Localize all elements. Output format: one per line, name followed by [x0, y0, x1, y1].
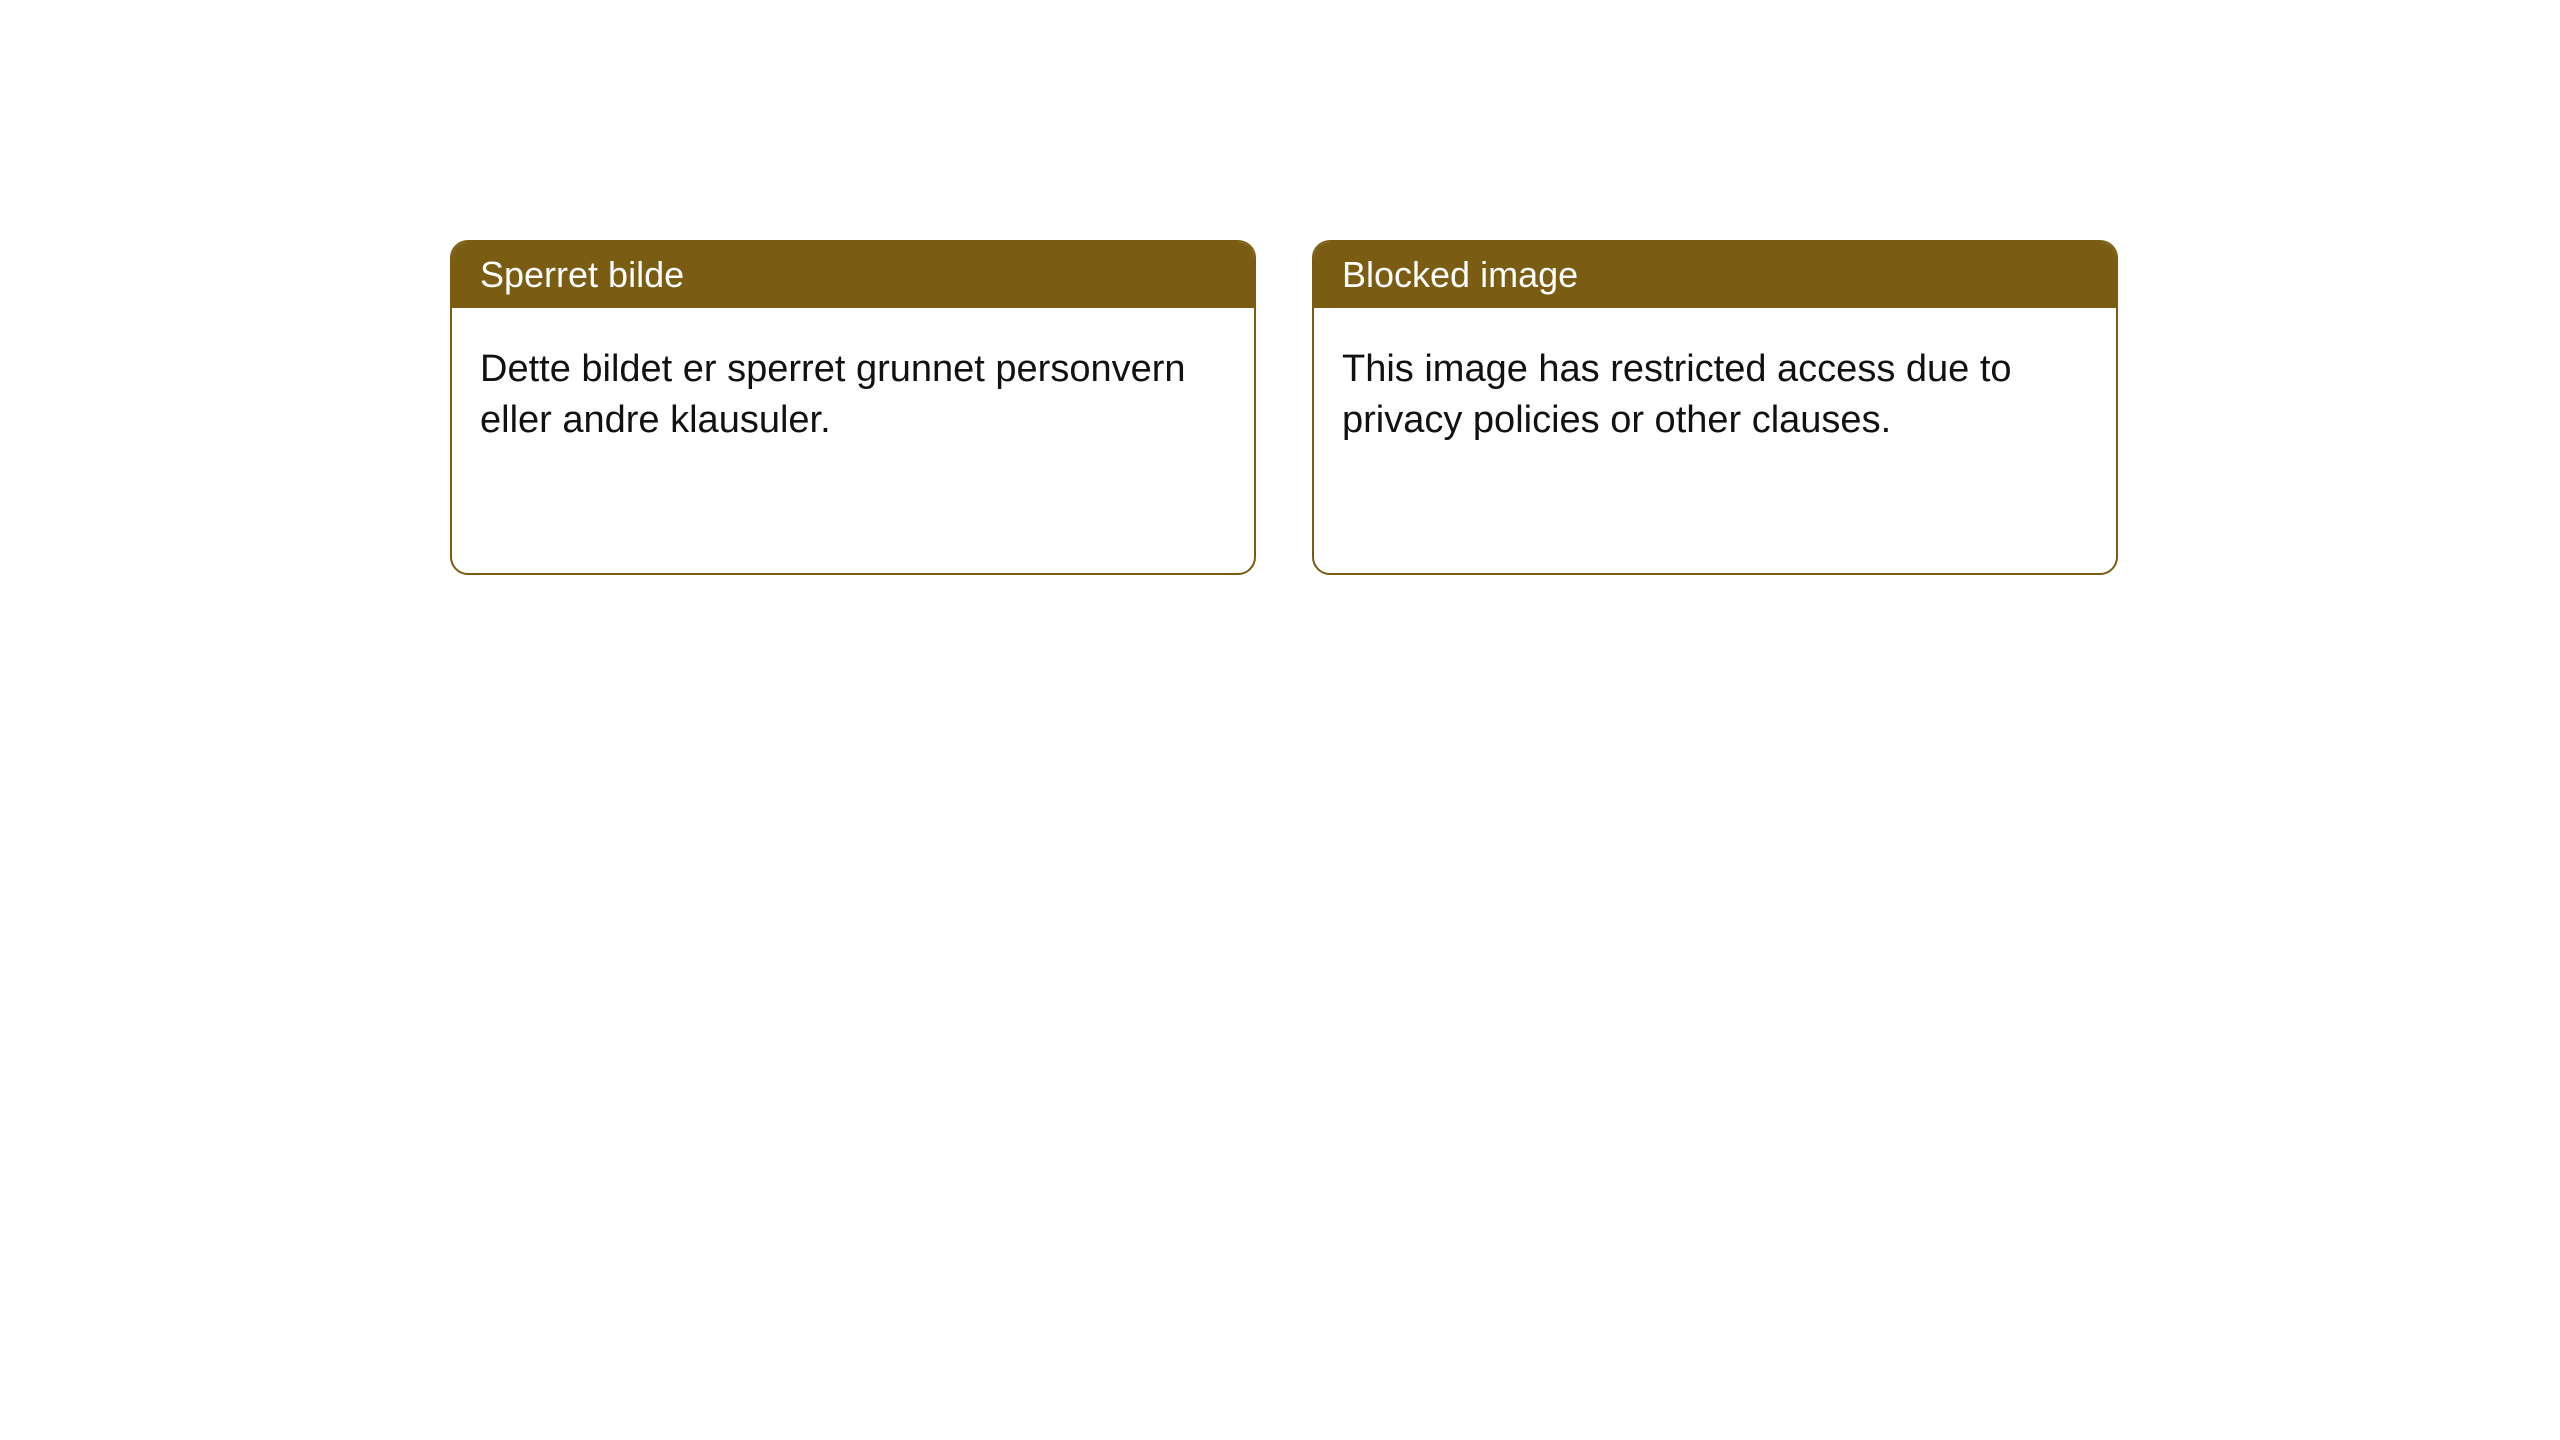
blocked-image-card-norwegian: Sperret bilde Dette bildet er sperret gr…: [450, 240, 1256, 575]
card-message: This image has restricted access due to …: [1342, 348, 2012, 441]
card-title: Blocked image: [1342, 254, 1578, 295]
card-body: Dette bildet er sperret grunnet personve…: [452, 308, 1254, 483]
card-title: Sperret bilde: [480, 254, 684, 295]
card-header: Blocked image: [1314, 242, 2116, 308]
card-body: This image has restricted access due to …: [1314, 308, 2116, 483]
cards-container: Sperret bilde Dette bildet er sperret gr…: [0, 0, 2560, 575]
card-header: Sperret bilde: [452, 242, 1254, 308]
blocked-image-card-english: Blocked image This image has restricted …: [1312, 240, 2118, 575]
card-message: Dette bildet er sperret grunnet personve…: [480, 348, 1186, 441]
